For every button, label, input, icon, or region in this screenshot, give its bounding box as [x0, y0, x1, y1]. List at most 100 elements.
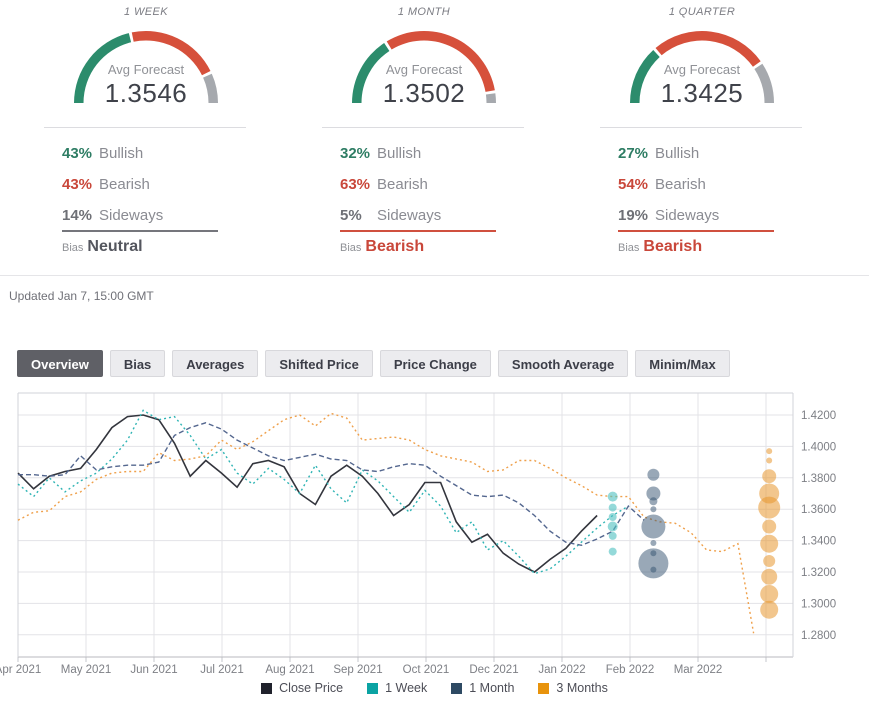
tab-bias[interactable]: Bias	[109, 350, 166, 377]
bias-divider	[618, 230, 774, 232]
svg-text:Aug 2021: Aug 2021	[265, 664, 314, 676]
bias-value: Neutral	[87, 238, 143, 255]
bias-divider	[62, 230, 218, 232]
svg-text:Mar 2022: Mar 2022	[674, 664, 723, 676]
avg-forecast-label: Avg Forecast	[385, 62, 463, 77]
bearish-row: 43% Bearish	[62, 169, 242, 200]
gauge-arc	[630, 31, 774, 103]
bearish-pct: 43%	[62, 176, 93, 193]
bullish-pct: 27%	[618, 145, 649, 162]
legend-label: 1 Week	[385, 681, 428, 695]
bullish-label: Bullish	[99, 145, 144, 162]
bullish-row: 27% Bullish	[618, 138, 798, 169]
bias-value: Bearish	[365, 238, 425, 255]
bullish-label: Bullish	[655, 145, 700, 162]
panel-title: 1 WEEK	[124, 6, 168, 18]
avg-forecast-label: Avg Forecast	[107, 62, 185, 77]
sideways-pct: 14%	[62, 207, 93, 224]
tab-averages[interactable]: Averages	[172, 350, 259, 377]
svg-text:Oct 2021: Oct 2021	[403, 664, 450, 676]
one-week-swatch-icon	[367, 682, 379, 694]
gauge-arc	[352, 30, 496, 103]
bearish-row: 54% Bearish	[618, 169, 798, 200]
panel-title: 1 MONTH	[397, 6, 451, 18]
sideways-row: 14% Sideways	[62, 200, 242, 231]
tab-price-change[interactable]: Price Change	[379, 350, 491, 377]
panel-1-month: 1 MONTH Avg Forecast 1.3502 32% Bullish …	[299, 0, 549, 266]
svg-text:Jul 2021: Jul 2021	[200, 664, 243, 676]
svg-text:Feb 2022: Feb 2022	[606, 664, 655, 676]
updated-timestamp: Updated Jan 7, 15:00 GMT	[9, 289, 154, 303]
panel-title: 1 QUARTER	[668, 6, 736, 18]
avg-forecast-value: 1.3502	[382, 78, 466, 108]
close-price-swatch-icon	[261, 682, 273, 694]
gauge-arc	[74, 31, 218, 103]
svg-text:1.3200: 1.3200	[801, 567, 836, 579]
avg-forecast-value: 1.3546	[104, 78, 188, 108]
divider	[322, 127, 524, 128]
tab-smooth-average[interactable]: Smooth Average	[497, 350, 629, 377]
legend-label: 3 Months	[556, 681, 608, 695]
bullish-label: Bullish	[377, 145, 422, 162]
bearish-pct: 54%	[618, 176, 649, 193]
svg-text:1.3600: 1.3600	[801, 504, 836, 516]
sideways-label: Sideways	[377, 207, 442, 224]
tab-shifted-price[interactable]: Shifted Price	[265, 350, 373, 377]
svg-text:Sep 2021: Sep 2021	[333, 664, 382, 676]
panel-1-quarter: 1 QUARTER Avg Forecast 1.3425 27% Bullis…	[577, 0, 827, 266]
bias-label: Bias	[62, 242, 84, 254]
price-forecast-chart: 1.4200 1.4000 1.3800 1.3600 1.3400 1.3200 1.30…	[0, 392, 836, 676]
panel-1-week: 1 WEEK Avg Forecast 1.3546 43% Bullish 4…	[21, 0, 271, 266]
bias-label: Bias	[340, 242, 362, 254]
sideways-row: 5% Sideways	[340, 200, 520, 231]
bearish-label: Bearish	[377, 176, 428, 193]
svg-text:May 2021: May 2021	[61, 664, 112, 676]
divider	[600, 127, 802, 128]
sentiment-rows: 32% Bullish 63% Bearish 5% Sideways	[340, 138, 520, 231]
avg-forecast-value: 1.3425	[660, 78, 744, 108]
svg-text:Jan 2022: Jan 2022	[538, 664, 585, 676]
sideways-label: Sideways	[655, 207, 720, 224]
svg-text:1.4200: 1.4200	[801, 410, 836, 422]
bias-label: Bias	[618, 242, 640, 254]
forecast-panels: 1 WEEK Avg Forecast 1.3546 43% Bullish 4…	[0, 0, 869, 266]
sideways-pct: 5%	[340, 207, 362, 224]
legend-item-1-week[interactable]: 1 Week	[367, 681, 427, 695]
svg-text:Apr 2021: Apr 2021	[0, 664, 41, 676]
section-divider	[0, 275, 869, 276]
svg-text:1.3000: 1.3000	[801, 598, 836, 610]
bearish-label: Bearish	[655, 176, 706, 193]
tab-overview[interactable]: Overview	[17, 350, 103, 377]
bullish-pct: 43%	[62, 145, 93, 162]
one-month-swatch-icon	[451, 682, 463, 694]
bias-value: Bearish	[643, 238, 703, 255]
legend-item-3-months[interactable]: 3 Months	[538, 681, 608, 695]
sideways-row: 19% Sideways	[618, 200, 798, 231]
svg-text:1.3800: 1.3800	[801, 473, 836, 485]
bullish-pct: 32%	[340, 145, 371, 162]
sideways-label: Sideways	[99, 207, 164, 224]
bias-divider	[340, 230, 496, 232]
sideways-pct: 19%	[618, 207, 649, 224]
bullish-row: 32% Bullish	[340, 138, 520, 169]
bias-row: Bias Bearish	[618, 238, 702, 256]
svg-text:1.3400: 1.3400	[801, 536, 836, 548]
bearish-row: 63% Bearish	[340, 169, 520, 200]
three-months-swatch-icon	[538, 682, 550, 694]
svg-text:1.4000: 1.4000	[801, 441, 836, 453]
svg-text:Dec 2021: Dec 2021	[469, 664, 518, 676]
legend-item-1-month[interactable]: 1 Month	[451, 681, 514, 695]
bullish-row: 43% Bullish	[62, 138, 242, 169]
svg-text:Jun 2021: Jun 2021	[130, 664, 177, 676]
legend-item-close-price[interactable]: Close Price	[261, 681, 343, 695]
legend-label: Close Price	[279, 681, 344, 695]
legend-label: 1 Month	[469, 681, 515, 695]
avg-forecast-label: Avg Forecast	[663, 62, 741, 77]
chart-legend: Close Price 1 Week 1 Month 3 Months	[0, 681, 869, 695]
bearish-pct: 63%	[340, 176, 371, 193]
bearish-label: Bearish	[99, 176, 150, 193]
bias-row: Bias Bearish	[340, 238, 424, 256]
tab-minim-max[interactable]: Minim/Max	[635, 350, 730, 377]
sentiment-rows: 27% Bullish 54% Bearish 19% Sideways	[618, 138, 798, 231]
